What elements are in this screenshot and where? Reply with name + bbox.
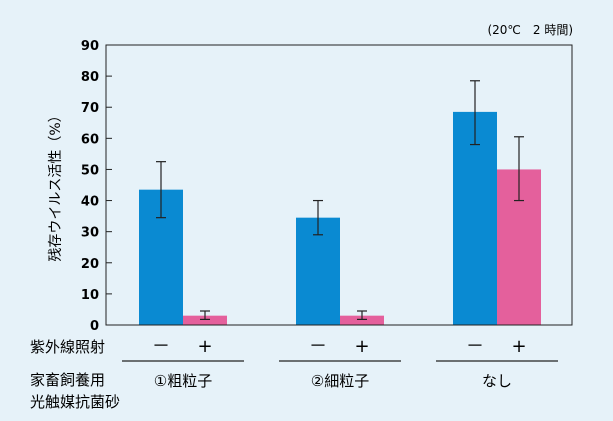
y-tick-label: 60 — [81, 132, 99, 147]
plot-frame — [105, 44, 573, 326]
bar-plus-0 — [183, 315, 227, 325]
y-tick-label: 50 — [81, 163, 99, 178]
uv-sign-plus: + — [511, 336, 526, 357]
error-bars — [156, 80, 524, 320]
y-tick-label: 10 — [81, 288, 99, 303]
y-axis: 0 10 20 30 40 50 60 70 80 90 — [81, 39, 112, 334]
y-tick-label: 20 — [81, 257, 99, 272]
y-tick-label: 40 — [81, 195, 99, 210]
bar-minus-2 — [453, 111, 497, 325]
sand-row-label-line2: 光触媒抗菌砂 — [30, 393, 120, 411]
y-axis-title: 残存ウイルス活性（%） — [48, 108, 64, 261]
category-label: ①粗粒子 — [154, 372, 212, 390]
sand-row-label-line1: 家畜飼養用 — [30, 371, 105, 389]
y-tick-label: 70 — [81, 101, 99, 116]
category-label: ②細粒子 — [311, 372, 369, 390]
uv-row-label: 紫外線照射 — [30, 338, 105, 356]
uv-sign-minus: － — [466, 336, 484, 357]
bar-plus-1 — [340, 315, 384, 325]
bars — [139, 111, 541, 325]
y-tick-label: 30 — [81, 226, 99, 241]
uv-sign-plus: + — [197, 336, 212, 357]
uv-sign-minus: － — [152, 336, 170, 357]
bar-minus-1 — [296, 217, 340, 325]
category-groups: － + ①粗粒子 － + ②細粒子 － + なし — [122, 336, 558, 390]
y-tick-label: 80 — [81, 70, 99, 85]
category-label: なし — [482, 372, 512, 390]
y-tick-label: 90 — [81, 39, 99, 54]
uv-sign-plus: + — [354, 336, 369, 357]
condition-note: (20℃ 2 時間) — [487, 23, 573, 37]
y-tick-label: 0 — [90, 319, 99, 334]
uv-sign-minus: － — [309, 336, 327, 357]
